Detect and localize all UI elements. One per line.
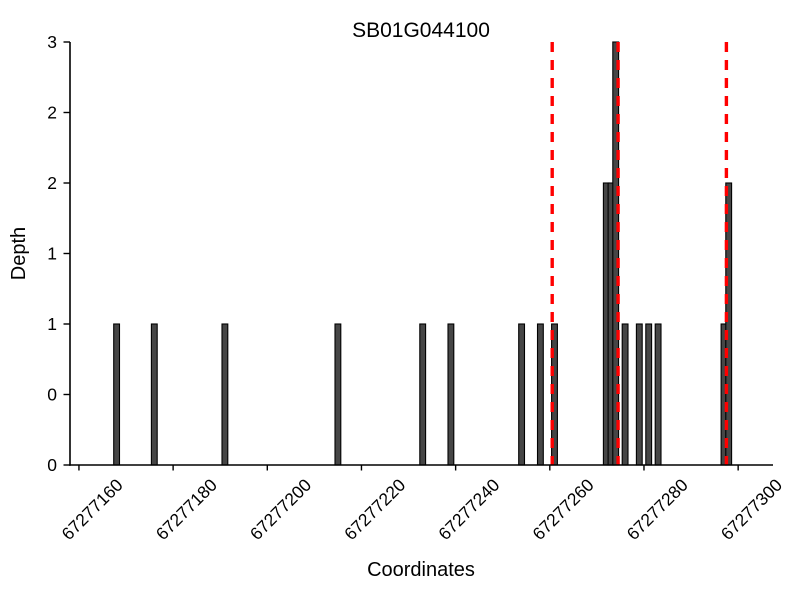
x-axis-label: Coordinates <box>367 559 475 581</box>
depth-bar <box>419 323 427 466</box>
y-tick-label: 2 <box>47 103 57 123</box>
chart-title: SB01G044100 <box>352 19 490 42</box>
depth-bar <box>635 323 643 466</box>
depth-bar <box>113 323 121 466</box>
y-tick-label: 0 <box>47 385 57 405</box>
x-tick-label: 67277280 <box>623 475 692 544</box>
x-tick-label: 67277200 <box>246 475 315 544</box>
x-tick-label: 67277240 <box>434 475 503 544</box>
depth-bar <box>221 323 229 466</box>
depth-bar <box>536 323 544 466</box>
y-tick-label: 2 <box>47 173 57 193</box>
bars-group <box>113 41 733 466</box>
x-tick-label: 67277220 <box>340 475 409 544</box>
y-tick-label: 3 <box>47 32 57 52</box>
depth-bar <box>654 323 662 466</box>
axes-group: 0 0 1 1 2 2 3 67277160 67277180 67277200 67277220 6… <box>47 32 786 544</box>
y-tick-label: 0 <box>47 455 57 475</box>
y-tick-label: 1 <box>47 244 57 264</box>
x-tick-label: 67277180 <box>152 475 221 544</box>
x-tick-label: 67277300 <box>717 475 786 544</box>
depth-bar <box>150 323 158 466</box>
x-tick-label: 67277160 <box>58 475 127 544</box>
y-axis-label: Depth <box>8 227 30 280</box>
depth-bar <box>645 323 653 466</box>
x-tick-label: 67277260 <box>528 475 597 544</box>
depth-bar <box>621 323 629 466</box>
y-tick-label: 1 <box>47 314 57 334</box>
depth-bar <box>334 323 342 466</box>
depth-bar <box>518 323 526 466</box>
depth-bar <box>447 323 455 466</box>
